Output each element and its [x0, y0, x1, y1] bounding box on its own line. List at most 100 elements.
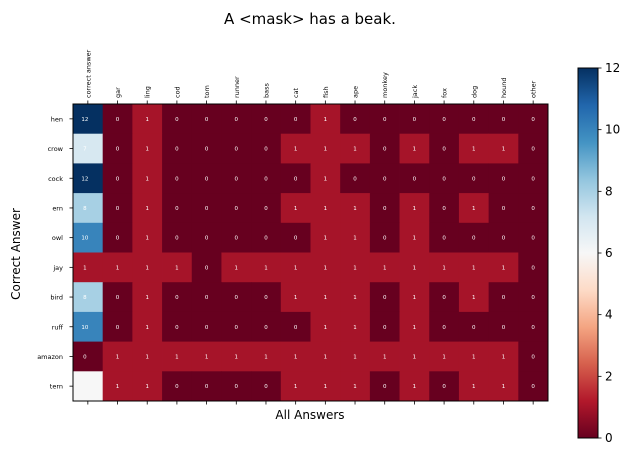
cell-value-label: 0 — [264, 147, 268, 153]
heatmap-cell — [102, 222, 133, 253]
plot-frame — [72, 103, 549, 402]
heatmap-cell — [132, 222, 163, 253]
cell-value-label: 0 — [413, 176, 417, 182]
cell-value-label: 0 — [235, 176, 239, 182]
cell-value-label: 0 — [383, 325, 387, 331]
cell-value-label: 1 — [324, 147, 328, 153]
heatmap-cell — [132, 341, 163, 372]
heatmap-cell — [340, 133, 371, 164]
heatmap-cell — [221, 222, 252, 253]
heatmap-cell — [102, 133, 133, 164]
x-tick-label: other — [530, 80, 538, 98]
cell-value-label: 0 — [531, 295, 535, 301]
heatmap-cell — [429, 311, 460, 342]
cell-value-label: 0 — [116, 147, 120, 153]
cell-value-label: 1 — [353, 295, 357, 301]
heatmap-cell — [280, 133, 311, 164]
heatmap-cell — [429, 252, 460, 283]
cell-value-label: 1 — [413, 265, 417, 271]
heatmap-cell — [132, 282, 163, 313]
heatmap-cell — [221, 311, 252, 342]
cell-value-label: 1 — [83, 265, 87, 271]
heatmap-cell — [221, 193, 252, 224]
heatmap-cell — [310, 282, 341, 313]
heatmap-cell — [429, 104, 460, 135]
heatmap-cell — [340, 222, 371, 253]
heatmap-cell — [102, 282, 133, 313]
cell-value-label: 0 — [175, 206, 179, 212]
cell-value-label: 1 — [502, 147, 506, 153]
cell-value-label: 0 — [472, 325, 476, 331]
heatmap-cell — [310, 341, 341, 372]
cell-value-label: 1 — [264, 265, 268, 271]
heatmap-cell — [369, 222, 400, 253]
cell-value-label: 0 — [264, 295, 268, 301]
heatmap-cell — [162, 163, 193, 194]
cell-value-label: 0 — [205, 176, 209, 182]
heatmap-cell — [132, 133, 163, 164]
cell-value-label: 1 — [353, 384, 357, 390]
cell-value-label: 10 — [81, 236, 88, 242]
heatmap-cell — [399, 282, 430, 313]
y-tick-label: tern — [50, 383, 63, 391]
y-tick-label: owl — [52, 234, 63, 242]
cell-value-label: 1 — [324, 354, 328, 360]
heatmap-cell — [132, 371, 163, 402]
cell-value-label: 0 — [531, 206, 535, 212]
cell-value-label: 0 — [294, 236, 298, 242]
cell-value-label: 0 — [116, 176, 120, 182]
heatmap-cell — [280, 282, 311, 313]
colorbar-tick-label: 12 — [605, 61, 620, 75]
cell-value-label: 0 — [442, 147, 446, 153]
cell-value-label: 1 — [413, 147, 417, 153]
heatmap-cell — [488, 163, 519, 194]
heatmap-cell — [458, 311, 490, 342]
heatmap-cell — [399, 104, 430, 135]
cell-value-label: 0 — [442, 236, 446, 242]
cell-value-label: 7 — [83, 147, 87, 153]
cell-value-label: 0 — [383, 384, 387, 390]
x-axis-label: All Answers — [275, 408, 344, 422]
heatmap-cell — [369, 163, 400, 194]
heatmap-cell — [399, 193, 430, 224]
cell-value-label: 0 — [472, 117, 476, 123]
cell-value-label: 0 — [502, 295, 506, 301]
colorbar — [577, 67, 599, 439]
heatmap-cell — [518, 252, 549, 283]
heatmap-cell — [488, 104, 519, 135]
cell-value-label: 1 — [353, 354, 357, 360]
cell-value-label: 1 — [472, 147, 476, 153]
cell-value-label: 1 — [205, 354, 209, 360]
heatmap-cell — [369, 252, 400, 283]
cell-value-label: 0 — [235, 117, 239, 123]
heatmap-cell — [488, 311, 519, 342]
x-tick-label: ling — [144, 86, 152, 98]
cell-value-label: 0 — [531, 117, 535, 123]
cell-value-label: 1 — [442, 265, 446, 271]
heatmap-cell — [429, 341, 460, 372]
heatmap-cell — [251, 222, 282, 253]
heatmap-cell — [280, 193, 311, 224]
cell-value-label: 0 — [235, 147, 239, 153]
cell-value-label: 1 — [145, 325, 149, 331]
heatmap-cell — [399, 252, 430, 283]
y-axis-label: Correct Answer — [9, 208, 23, 300]
heatmap-cell — [488, 252, 519, 283]
y-tick-label: amazon — [37, 353, 63, 361]
cell-value-label: 0 — [116, 236, 120, 242]
chart-title: A <mask> has a beak. — [224, 10, 396, 28]
cell-value-label: 0 — [442, 176, 446, 182]
cell-value-label: 0 — [531, 384, 535, 390]
heatmap-cell — [73, 371, 104, 402]
heatmap-cell — [340, 163, 371, 194]
heatmap-cell — [458, 133, 490, 164]
heatmap-cell — [518, 193, 549, 224]
cell-value-label: 1 — [175, 354, 179, 360]
cell-value-label: 1 — [353, 206, 357, 212]
heatmap-cell — [369, 371, 400, 402]
cell-value-label: 0 — [353, 117, 357, 123]
heatmap-cell — [73, 222, 104, 253]
heatmap-cell — [162, 222, 193, 253]
heatmap-cell — [162, 341, 193, 372]
y-tick-labels: hen crow cock ern owl jay bird ruff amazon tern — [37, 115, 73, 391]
